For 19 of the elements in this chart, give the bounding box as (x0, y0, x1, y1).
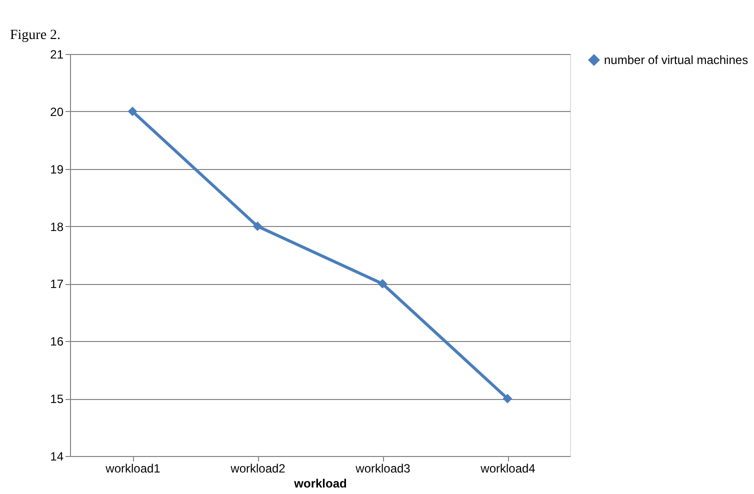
y-tick-label: 19 (50, 162, 64, 176)
y-tick-label: 18 (50, 220, 64, 234)
y-tick-label: 20 (50, 104, 64, 119)
y-tick-label: 16 (50, 334, 64, 349)
x-tick-label: workload1 (104, 462, 161, 476)
y-tick-label: 17 (50, 277, 64, 292)
point (128, 106, 138, 116)
point (252, 222, 262, 232)
x-axis-title: workload (293, 476, 347, 490)
x-tick-label: workload2 (230, 462, 286, 476)
y-tick-label: 15 (50, 392, 64, 406)
x-tick-label: workload3 (354, 462, 411, 476)
y-tick-label: 21 (50, 48, 64, 62)
point (378, 278, 388, 288)
point (502, 394, 512, 404)
legend-label: number of virtual machines (604, 53, 748, 67)
caption: Figure 2. (10, 28, 61, 43)
y-tick-label: 14 (50, 450, 64, 464)
x-tick-label: workload4 (480, 462, 536, 476)
